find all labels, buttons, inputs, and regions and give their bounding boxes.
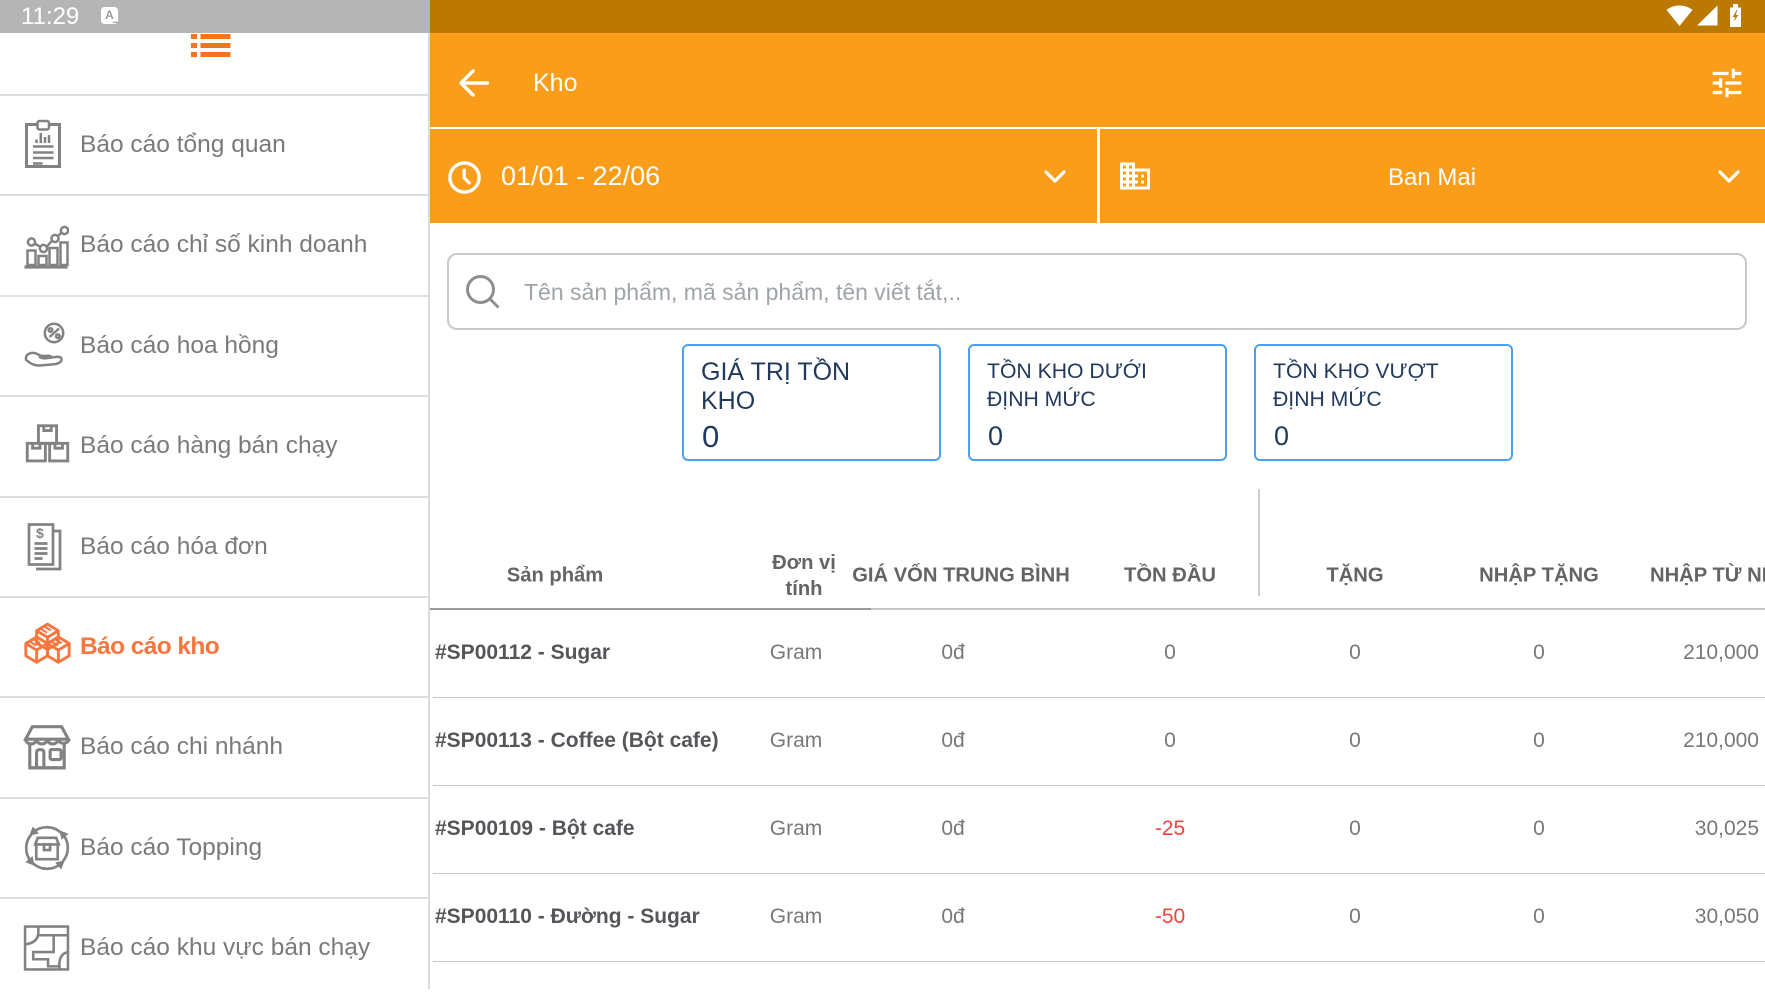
svg-text:$: $ xyxy=(36,525,44,541)
